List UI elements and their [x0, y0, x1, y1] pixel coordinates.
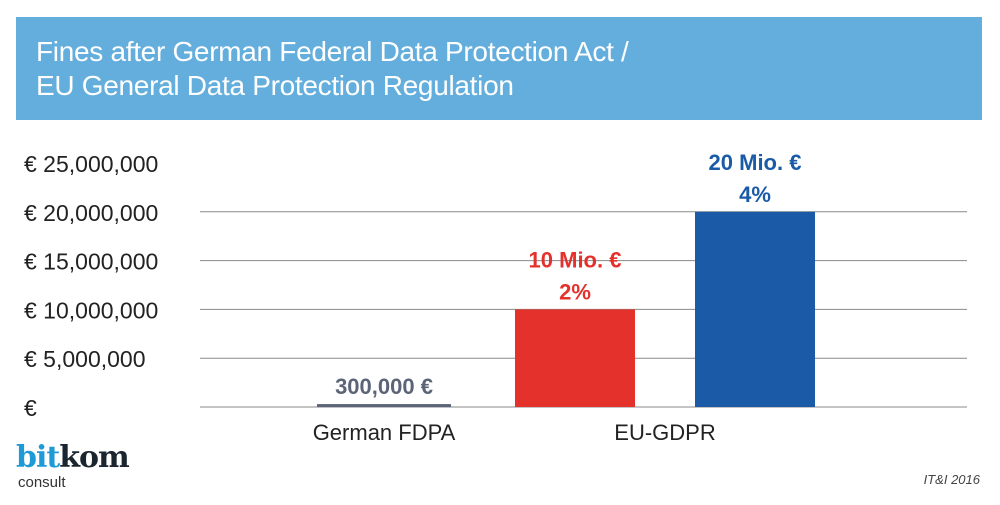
x-tick-label: EU-GDPR: [614, 420, 715, 445]
y-tick-label: € 10,000,000: [24, 297, 158, 323]
data-label: 4%: [739, 182, 771, 207]
y-tick-label: € 5,000,000: [24, 346, 146, 372]
data-label: 20 Mio. €: [709, 150, 802, 175]
logo-consult: consult: [18, 474, 66, 491]
source-note: IT&I 2016: [923, 472, 980, 487]
x-tick-label: German FDPA: [313, 420, 456, 445]
bar: [515, 309, 635, 407]
y-tick-label: € 15,000,000: [24, 249, 158, 275]
title-line-1: Fines after German Federal Data Protecti…: [36, 36, 629, 67]
bitkom-consult-logo: bitkom consult: [16, 440, 130, 491]
data-label: 10 Mio. €: [529, 247, 622, 272]
data-label: 300,000 €: [335, 374, 433, 399]
chart-title: Fines after German Federal Data Protecti…: [36, 35, 629, 103]
logo-kom: kom: [59, 440, 130, 475]
bar: [695, 211, 815, 407]
y-tick-label: € 25,000,000: [24, 151, 158, 177]
data-label: 2%: [559, 279, 591, 304]
y-tick-label: €: [24, 395, 37, 421]
title-banner: Fines after German Federal Data Protecti…: [16, 17, 982, 120]
title-line-2: EU General Data Protection Regulation: [36, 70, 514, 101]
y-tick-label: € 20,000,000: [24, 200, 158, 226]
logo-bit: bit: [16, 440, 60, 475]
bar: [317, 404, 451, 408]
